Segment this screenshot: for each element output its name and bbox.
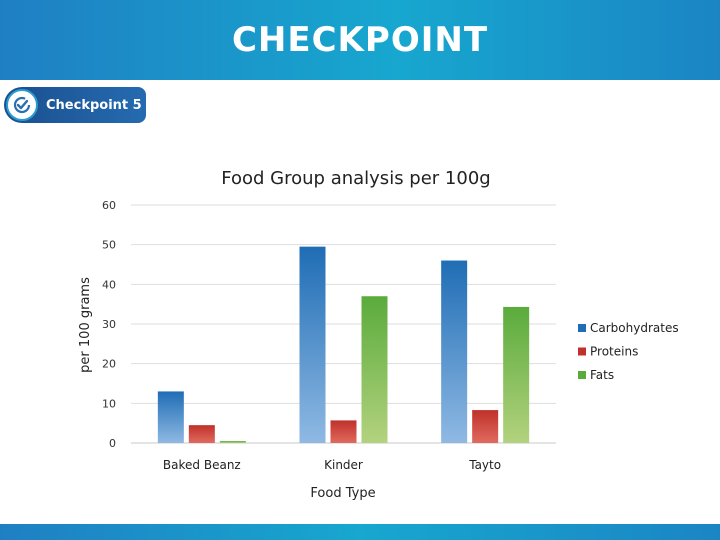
bar-carbohydrates-tayto <box>441 260 468 443</box>
bar-proteins-tayto <box>472 410 499 443</box>
chart-svg: Food Group analysis per 100g 0 10 20 30 40 50… <box>78 168 679 501</box>
chart-grid <box>131 204 556 444</box>
checkpoint-badge: Checkpoint 5 <box>4 87 146 123</box>
y-tick-label: 60 <box>102 199 116 212</box>
legend-swatch <box>578 324 586 332</box>
chart-legend: Carbohydrates Proteins Fats <box>578 321 679 382</box>
x-tick-label: Kinder <box>324 458 363 472</box>
check-circle-icon <box>6 89 38 121</box>
legend-label: Carbohydrates <box>590 321 679 335</box>
legend-swatch <box>578 371 586 379</box>
y-tick-label: 30 <box>102 318 116 331</box>
bar-proteins-kinder <box>330 420 357 443</box>
header-banner: CHECKPOINT <box>0 0 720 80</box>
legend-label: Proteins <box>590 345 638 359</box>
bar-fats-tayto <box>503 306 530 443</box>
bar-carbohydrates-baked-beanz <box>157 391 184 443</box>
x-tick-label: Baked Beanz <box>163 458 241 472</box>
y-tick-label: 50 <box>102 239 116 252</box>
y-axis-label: per 100 grams <box>78 277 93 373</box>
legend-swatch <box>578 347 586 356</box>
y-axis-ticks: 0 10 20 30 40 50 60 <box>102 199 116 450</box>
food-group-chart: Food Group analysis per 100g 0 10 20 30 40 50… <box>0 150 720 520</box>
bar-proteins-baked-beanz <box>188 425 215 443</box>
chart-title: Food Group analysis per 100g <box>221 168 490 189</box>
x-axis-label: Food Type <box>310 486 375 501</box>
legend-label: Fats <box>590 368 614 382</box>
chart-bars <box>157 246 530 443</box>
bar-fats-baked-beanz <box>219 441 246 443</box>
page-title: CHECKPOINT <box>231 20 489 60</box>
x-tick-label: Tayto <box>468 458 501 472</box>
footer-bar <box>0 524 720 540</box>
y-tick-label: 40 <box>102 278 116 291</box>
y-tick-label: 10 <box>102 397 116 410</box>
checkpoint-label: Checkpoint 5 <box>46 97 142 113</box>
x-axis-ticks: Baked Beanz Kinder Tayto <box>163 458 501 472</box>
y-tick-label: 0 <box>109 437 116 450</box>
bar-fats-kinder <box>361 296 388 443</box>
y-tick-label: 20 <box>102 358 116 371</box>
bar-carbohydrates-kinder <box>299 246 326 443</box>
